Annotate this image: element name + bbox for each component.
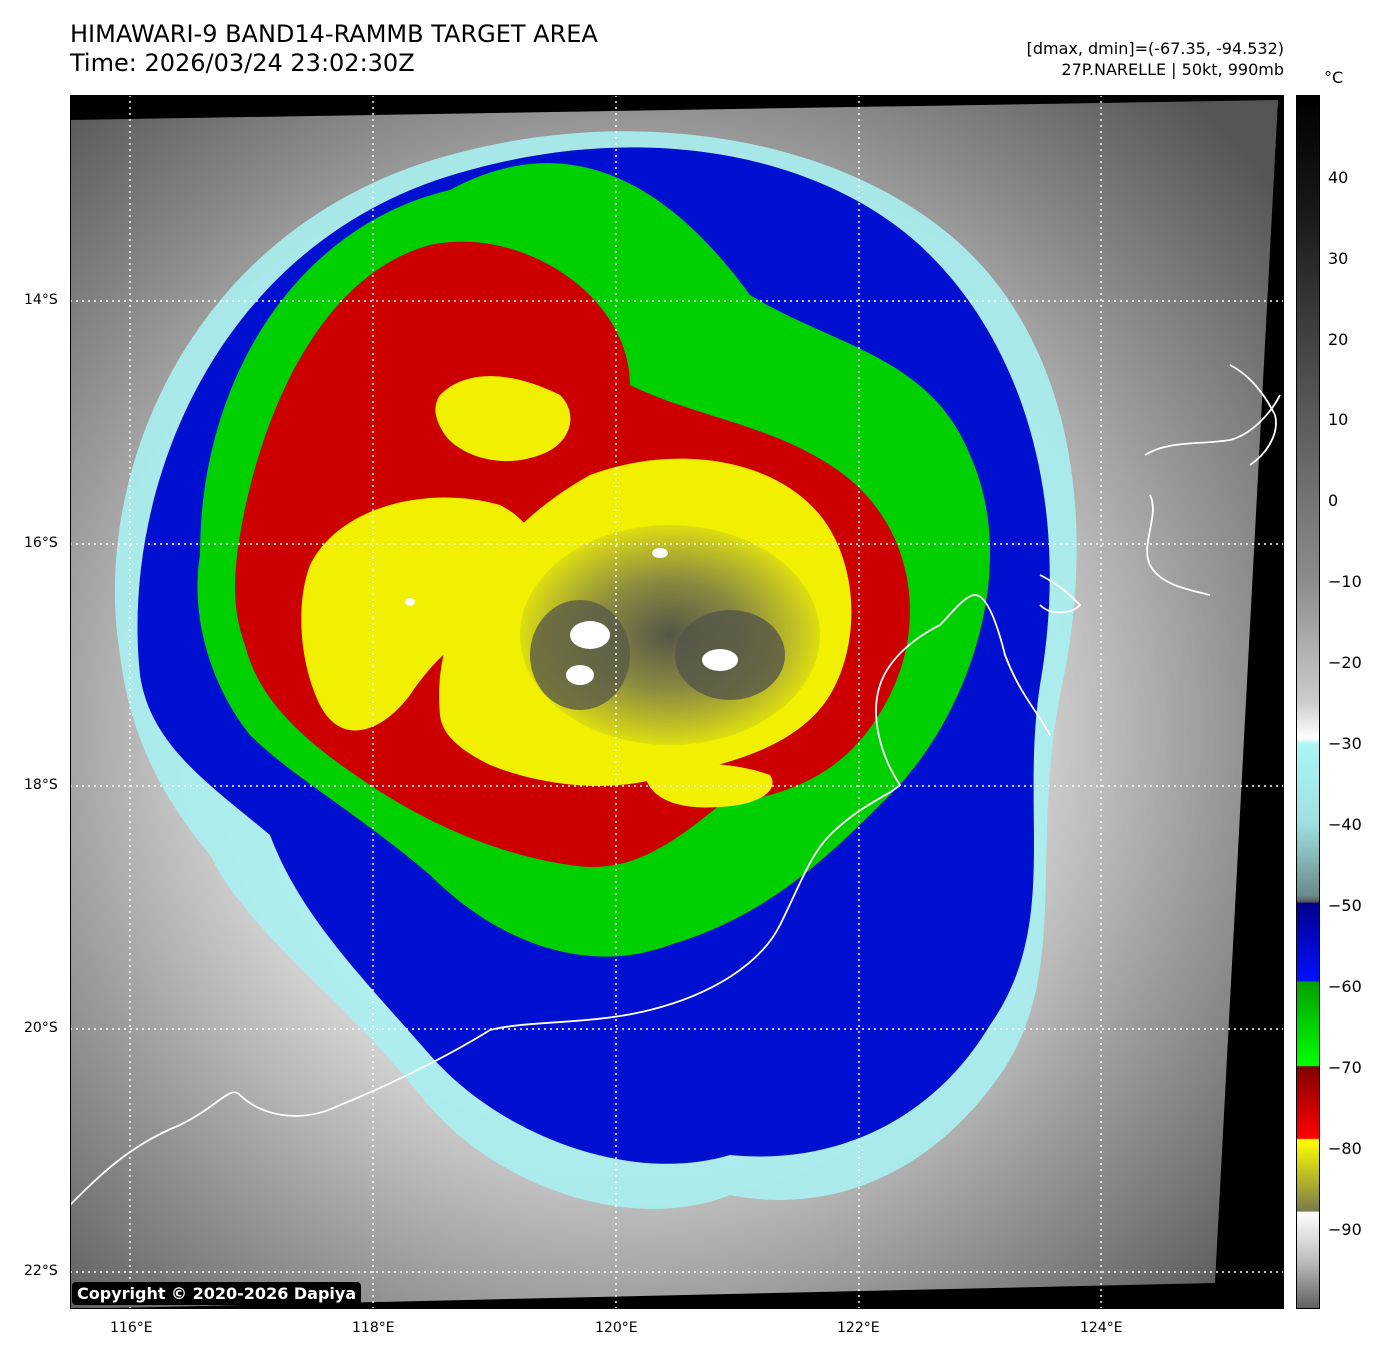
- storm-info-block: [dmax, dmin]=(-67.35, -94.532) 27P.NAREL…: [1027, 38, 1284, 80]
- coastline: [70, 594, 1051, 1206]
- colorbar-tick: 40: [1328, 168, 1349, 187]
- gridlines: [70, 95, 1284, 1309]
- lat-label: 14°S: [24, 292, 58, 308]
- lat-label: 18°S: [24, 777, 58, 793]
- colorbar-unit: °C: [1324, 68, 1344, 87]
- lon-label: 118°E: [352, 1320, 395, 1336]
- map-frame: [70, 95, 1284, 1309]
- colorbar-tick: 10: [1328, 410, 1349, 429]
- lon-label: 120°E: [595, 1320, 638, 1336]
- title-line-2: Time: 2026/03/24 23:02:30Z: [70, 49, 415, 77]
- colorbar-tick: 30: [1328, 249, 1349, 268]
- range-info: [dmax, dmin]=(-67.35, -94.532): [1026, 39, 1284, 58]
- core-yellow-north: [435, 376, 571, 462]
- title-line-1: HIMAWARI-9 BAND14-RAMMB TARGET AREA: [70, 20, 598, 48]
- storm-info: 27P.NARELLE | 50kt, 990mb: [1061, 60, 1284, 79]
- colorbar-tick: −20: [1328, 653, 1362, 672]
- colorbar-tick: 0: [1328, 491, 1339, 510]
- satellite-map[interactable]: [70, 95, 1284, 1309]
- colorbar-tick: −10: [1328, 572, 1362, 591]
- colorbar-tick: −30: [1328, 734, 1362, 753]
- chart-title: HIMAWARI-9 BAND14-RAMMB TARGET AREA Time…: [70, 20, 598, 78]
- copyright-badge: Copyright © 2020-2026 Dapiya: [72, 1282, 362, 1305]
- colorbar-tick: −70: [1328, 1058, 1362, 1077]
- colorbar-tick: −50: [1328, 896, 1362, 915]
- coastline-northeast: [1039, 364, 1281, 614]
- colorbar-tick: −80: [1328, 1139, 1362, 1158]
- overshooting-tops: [405, 548, 738, 685]
- core-yellow-south: [645, 763, 773, 808]
- core-dark-west: [530, 600, 630, 710]
- lat-label: 22°S: [24, 1263, 58, 1279]
- colorbar-tick: −90: [1328, 1220, 1362, 1239]
- lat-label: 16°S: [24, 535, 58, 551]
- colorbar-tick: −60: [1328, 977, 1362, 996]
- colorbar-tick: −40: [1328, 815, 1362, 834]
- core-yellow-west: [301, 497, 538, 731]
- colorbar-tick: 20: [1328, 330, 1349, 349]
- lon-label: 122°E: [837, 1320, 880, 1336]
- colorbar: [1296, 95, 1320, 1309]
- lon-label: 124°E: [1080, 1320, 1123, 1336]
- lon-label: 116°E: [110, 1320, 153, 1336]
- lat-label: 20°S: [24, 1020, 58, 1036]
